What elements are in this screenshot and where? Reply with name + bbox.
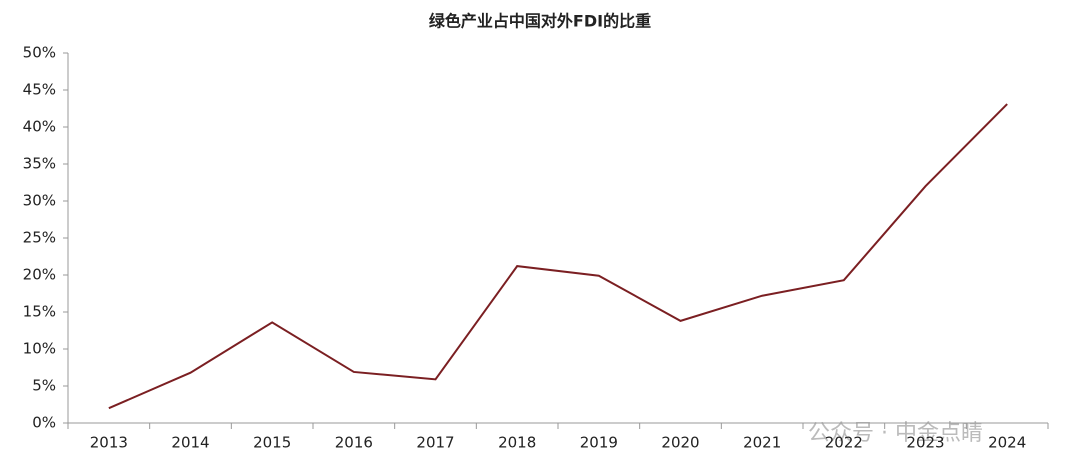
x-tick-label: 2019 — [580, 434, 618, 452]
chart-title: 绿色产业占中国对外FDI的比重 — [429, 12, 651, 31]
x-tick-label: 2018 — [498, 434, 536, 452]
x-tick-label: 2020 — [661, 434, 699, 452]
y-tick-label: 50% — [23, 44, 56, 62]
y-tick-label: 35% — [23, 155, 56, 173]
y-tick-label: 10% — [23, 340, 56, 358]
x-tick-label: 2022 — [825, 434, 863, 452]
watermark: 公众号 · 中金点睛 — [808, 421, 983, 446]
y-tick-label: 25% — [23, 229, 56, 247]
y-tick-label: 20% — [23, 266, 56, 284]
x-tick-label: 2024 — [988, 434, 1026, 452]
y-tick-label: 15% — [23, 303, 56, 321]
line-series — [108, 103, 1008, 410]
y-tick-label: 40% — [23, 118, 56, 136]
y-tick-label: 45% — [23, 81, 56, 99]
y-tick-label: 30% — [23, 192, 56, 210]
x-tick-label: 2021 — [743, 434, 781, 452]
x-tick-label: 2016 — [335, 434, 373, 452]
x-tick-label: 2023 — [906, 434, 944, 452]
y-tick-label: 0% — [32, 414, 56, 432]
x-tick-label: 2017 — [416, 434, 454, 452]
x-tick-label: 2015 — [253, 434, 291, 452]
x-tick-label: 2014 — [171, 434, 209, 452]
y-tick-label: 5% — [32, 377, 56, 395]
x-tick-label: 2013 — [90, 434, 128, 452]
